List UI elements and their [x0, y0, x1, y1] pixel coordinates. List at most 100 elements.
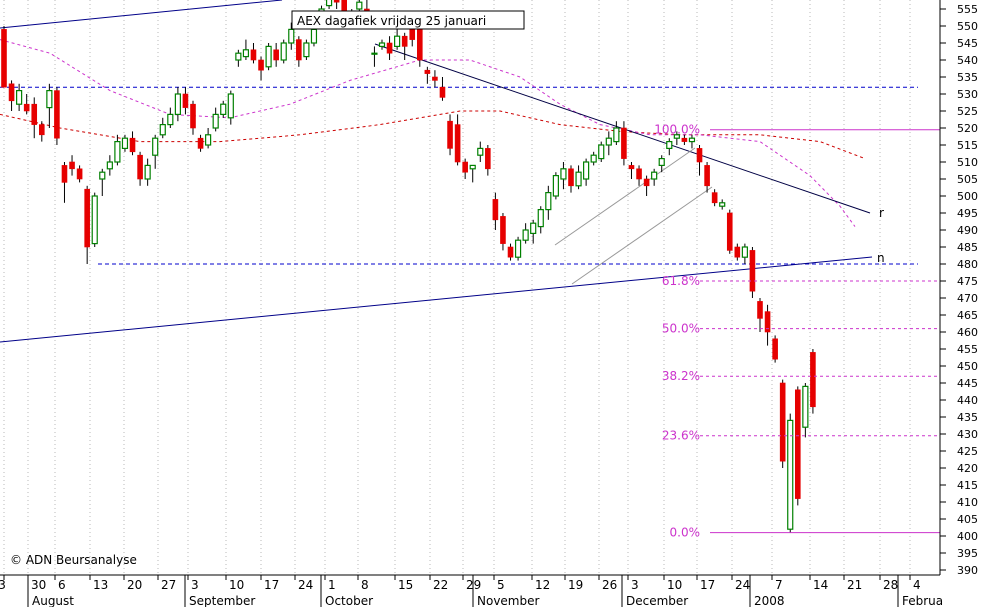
y-tick-label: 500 [957, 190, 978, 203]
candle-body [643, 178, 650, 187]
candle-body [636, 168, 642, 180]
candle [296, 36, 302, 67]
x-tick-label: 28 [883, 578, 898, 592]
month-label: November [477, 594, 539, 607]
candle [673, 131, 680, 145]
candle [477, 141, 484, 162]
y-tick-label: 480 [957, 258, 978, 271]
candle [84, 185, 90, 264]
candle-body [598, 144, 605, 160]
trendline-support [0, 256, 873, 343]
candle [325, 0, 333, 9]
trendline-label-r: r [879, 206, 884, 220]
candle-body [409, 29, 416, 40]
candle [159, 117, 166, 139]
candle [696, 145, 703, 176]
candle [227, 90, 234, 125]
y-tick-label: 395 [957, 547, 978, 560]
candle-body [106, 161, 113, 170]
candle-body [424, 69, 431, 74]
candle-body [91, 195, 98, 245]
candle-body [658, 158, 665, 167]
candle [787, 413, 794, 533]
candle [447, 114, 453, 156]
candle [129, 131, 136, 156]
candle-body [454, 124, 461, 163]
candle-body [696, 148, 703, 163]
y-tick-label: 520 [957, 122, 978, 135]
candle [749, 247, 756, 298]
candle [38, 121, 45, 142]
x-tick-label: 10 [229, 578, 244, 592]
x-tick-label: 26 [602, 578, 617, 592]
candle-body [741, 246, 748, 258]
candle-body [537, 209, 544, 228]
candle-body [485, 148, 491, 170]
candle-body [114, 141, 121, 163]
y-tick-label: 455 [957, 343, 978, 356]
candle-body [500, 216, 506, 244]
candle [764, 304, 771, 346]
candle [757, 298, 763, 332]
candle-body [46, 89, 53, 109]
y-tick-label: 430 [957, 428, 978, 441]
y-tick-label: 550 [957, 20, 978, 33]
candle [76, 165, 83, 183]
x-tick-label: 22 [433, 578, 448, 592]
candle [621, 121, 627, 166]
candle-body [61, 165, 68, 183]
channel-line-upper [554, 147, 696, 246]
candle [719, 199, 726, 210]
candle [303, 39, 310, 60]
trendline-label-n: n [877, 251, 885, 265]
candle-body [288, 28, 295, 44]
candle-body [704, 165, 710, 187]
candle [114, 134, 121, 166]
candle [560, 162, 567, 190]
candle [273, 43, 279, 67]
candle [741, 243, 748, 264]
candle [500, 213, 506, 251]
y-tick-label: 415 [957, 479, 978, 492]
candle [23, 94, 30, 115]
candle-body [8, 83, 15, 102]
y-tick-label: 465 [957, 309, 978, 322]
candle [469, 164, 476, 183]
candle-body [734, 246, 741, 258]
candle-body [666, 141, 673, 150]
candle-body [605, 137, 612, 146]
candle [772, 335, 778, 363]
candle-body [167, 113, 174, 126]
candle-body [416, 25, 423, 61]
y-tick-label: 495 [957, 207, 978, 220]
fib-label: 50.0% [662, 322, 700, 336]
channel-line-lower [571, 186, 713, 285]
fib-label: 61.8% [662, 274, 700, 288]
candle [575, 165, 582, 190]
candle [613, 121, 620, 145]
x-axis: 3 30 6 13 20 27 3 10 17 24 1 8 15 22 29 5 12 19 26 3 10 17 24 7… [0, 575, 943, 607]
candle [681, 134, 688, 145]
y-tick-label: 420 [957, 462, 978, 475]
candle [802, 383, 809, 438]
candle [167, 107, 174, 128]
y-tick-label: 475 [957, 275, 978, 288]
y-axis: 390 395 400 405 410 415 420 425 430 435 440 445 450 4… [0, 0, 978, 577]
candle [31, 97, 38, 139]
candle [583, 158, 590, 186]
candle [46, 83, 53, 128]
candle [658, 155, 665, 173]
moving-average-short [0, 39, 856, 227]
candle [530, 219, 537, 244]
y-tick-label: 435 [957, 411, 978, 424]
candle [568, 165, 574, 193]
candle-body [69, 161, 75, 170]
y-tick-label: 525 [957, 105, 978, 118]
candle-body [568, 168, 574, 187]
candle-body [628, 165, 635, 170]
candle-body [673, 134, 680, 139]
candle-body [779, 382, 786, 462]
candle [734, 243, 741, 261]
y-tick-label: 410 [957, 496, 978, 509]
candle-body [258, 59, 264, 71]
